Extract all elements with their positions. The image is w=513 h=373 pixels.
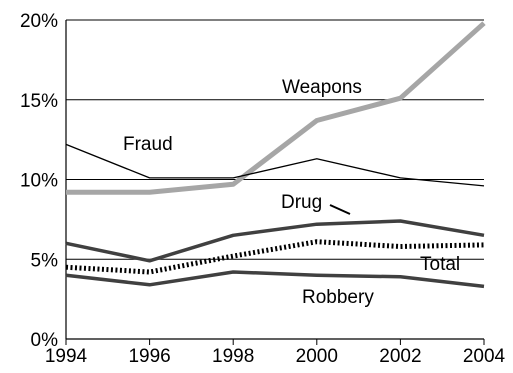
x-tick-label: 1994 xyxy=(45,346,88,367)
series-label-robbery: Robbery xyxy=(302,287,374,308)
series-line-fraud xyxy=(65,143,485,187)
y-tick-label: 15% xyxy=(20,91,58,112)
y-tick-label: 0% xyxy=(31,330,59,351)
series-line-robbery xyxy=(65,270,485,289)
axes: 0% 5% 10% 15% 20% 1994 1996 1998 2000 2002 2004 xyxy=(20,11,506,367)
series-label-fraud: Fraud xyxy=(123,134,173,155)
series-lines xyxy=(65,21,486,289)
y-tick-label: 20% xyxy=(20,11,58,32)
series-label-weapons: Weapons xyxy=(282,77,362,98)
x-tick-label: 2004 xyxy=(463,346,506,367)
x-tick-label: 1998 xyxy=(212,346,254,367)
series-line-total xyxy=(65,239,485,275)
series-label-total: Total xyxy=(420,254,460,275)
series-label-drug: Drug xyxy=(281,192,322,213)
x-tick-label: 2000 xyxy=(296,346,338,367)
y-tick-label: 10% xyxy=(20,171,58,192)
y-tick-label: 5% xyxy=(31,250,59,271)
series-labels: Weapons Fraud Drug Total Robbery xyxy=(123,77,460,308)
x-tick-label: 1996 xyxy=(128,346,170,367)
x-tick-label: 2002 xyxy=(379,346,421,367)
series-line-drug xyxy=(65,219,485,263)
series-line-weapons xyxy=(66,21,486,195)
drug-label-leader xyxy=(329,204,351,215)
